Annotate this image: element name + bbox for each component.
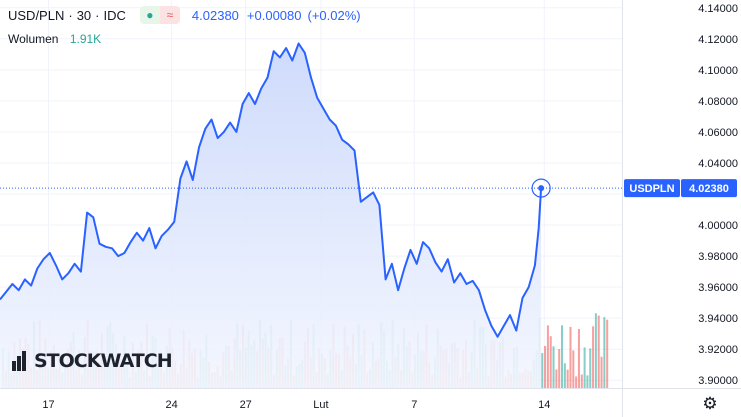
- volume-bar: [569, 326, 572, 388]
- volume-bar: [600, 356, 603, 388]
- market-open-dot-icon[interactable]: ●: [139, 6, 160, 24]
- volume-bar: [583, 347, 586, 388]
- settings-gear-icon[interactable]: ⚙: [702, 394, 718, 413]
- symbol-tag-label: USDPLN: [629, 183, 674, 195]
- volume-bar: [552, 346, 555, 388]
- price-tag-label: 4.02380: [689, 183, 729, 195]
- volume-label: Wolumen: [8, 32, 59, 46]
- last-price-ring: [531, 178, 551, 198]
- y-tick-label: 3.98000: [698, 251, 738, 263]
- volume-bar: [592, 326, 595, 388]
- price-line: [0, 42, 543, 338]
- volume-bar: [566, 369, 569, 388]
- y-tick-label: 3.92000: [698, 344, 738, 356]
- volume-bar: [555, 369, 558, 388]
- volume-bar: [575, 376, 578, 388]
- symbol-title[interactable]: USD/PLN: [8, 7, 65, 23]
- y-tick-label: 4.00000: [698, 220, 738, 232]
- y-tick-label: 4.04000: [698, 158, 738, 170]
- separator: ·: [95, 7, 100, 23]
- volume-bar: [606, 319, 609, 388]
- price-area-fill: [0, 43, 542, 388]
- volume-bar: [558, 349, 561, 388]
- logo-bars-icon: [12, 351, 26, 371]
- price-line-path: [0, 42, 543, 338]
- volume-bar: [546, 325, 549, 388]
- y-tick-label: 3.94000: [698, 313, 738, 325]
- x-tick-label: Lut: [313, 399, 328, 411]
- volume-bar: [549, 336, 552, 388]
- volume-value: 1.91K: [69, 32, 102, 46]
- volume-bar: [586, 375, 589, 388]
- separator: ·: [68, 7, 73, 23]
- volume-legend: Wolumen 1.91K: [8, 32, 101, 46]
- logo-text: STOCKWATCH: [34, 350, 173, 372]
- y-tick-label: 4.10000: [698, 65, 738, 77]
- volume-bar: [561, 325, 564, 388]
- x-tick-label: 24: [166, 399, 178, 411]
- x-tick-label: 17: [42, 399, 54, 411]
- y-tick-label: 4.14000: [698, 3, 738, 15]
- wave-icon[interactable]: ≈: [159, 6, 180, 24]
- price-tag-bg: [681, 179, 737, 198]
- x-tick-label: 27: [240, 399, 252, 411]
- volume-bar: [577, 329, 580, 388]
- price-area: [0, 43, 542, 388]
- y-tick-label: 3.90000: [698, 375, 738, 387]
- volume-bar: [572, 350, 575, 388]
- last-price: 4.02380: [191, 7, 239, 23]
- interval-label[interactable]: 30: [76, 7, 92, 23]
- y-tick-label: 4.12000: [698, 34, 738, 46]
- volume-bar: [603, 317, 606, 388]
- volume-bar: [563, 363, 566, 388]
- symbol-tag-bg: [624, 179, 680, 198]
- price-change: +0.00080: [246, 7, 302, 23]
- y-axis[interactable]: 4.14000 4.12000 4.10000 4.08000 4.06000 4.040…: [698, 3, 738, 387]
- volume-bar: [594, 313, 597, 388]
- x-tick-label: 7: [411, 399, 417, 411]
- market-status-pill[interactable]: ● ≈: [139, 6, 180, 24]
- volume-bar: [589, 348, 592, 388]
- last-price-marker: USDPLN 4.02380: [0, 178, 737, 198]
- stockwatch-logo: STOCKWATCH: [12, 350, 173, 372]
- y-tick-label: 3.96000: [698, 282, 738, 294]
- legend-header: USD/PLN · 30 · IDC ● ≈ 4.02380 +0.00080 …: [8, 6, 367, 24]
- volume-bar: [580, 374, 583, 388]
- y-tick-label: 4.06000: [698, 127, 738, 139]
- volume-bar: [597, 315, 600, 388]
- last-price-dot: [538, 185, 545, 192]
- price-change-percent: (+0.02%): [307, 7, 361, 23]
- volume-bar: [544, 346, 547, 388]
- x-tick-label: 14: [538, 399, 550, 411]
- y-tick-label: 4.08000: [698, 96, 738, 108]
- volume-bar: [541, 353, 544, 388]
- source-label: IDC: [103, 7, 126, 23]
